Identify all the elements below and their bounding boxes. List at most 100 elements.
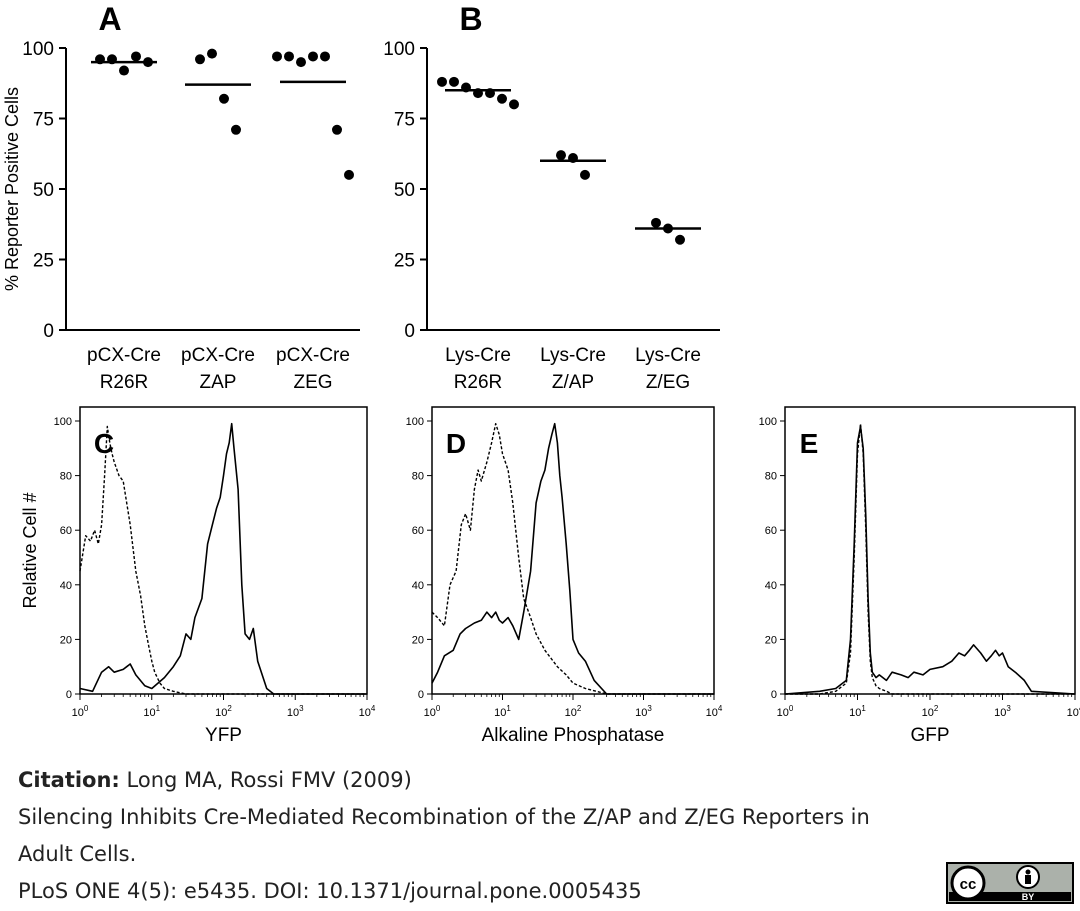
- panel-E-y-tick-label: 80: [765, 471, 777, 483]
- panel-D-x-tick-label: 100: [424, 704, 441, 719]
- panel-A-group-label-line2: ZEG: [293, 372, 332, 393]
- panel-A-label: A: [98, 1, 121, 37]
- citation-label: Citation:: [18, 768, 120, 792]
- panel-A-group-label-line1: pCX-Cre: [181, 345, 255, 366]
- panel-D-plot-frame: [431, 406, 715, 695]
- panel-E-y-tick-label: 0: [771, 689, 777, 701]
- panel-C-y-tick-label: 60: [60, 525, 72, 537]
- panel-D-solid-histogram-line: [431, 422, 714, 695]
- panel-A-y-tick-label: 100: [22, 39, 54, 60]
- panel-B-y-tick-label: 75: [394, 110, 415, 131]
- panel-B-group-label-line1: Lys-Cre: [540, 345, 606, 366]
- panel-D-x-tick-label: 101: [494, 704, 511, 719]
- panel-B-y-tick-label: 25: [394, 251, 415, 272]
- panel-B-group-label-line1: Lys-Cre: [445, 345, 511, 366]
- panel-C-x-tick-label: 104: [359, 704, 376, 719]
- panel-E-y-tick-label: 60: [765, 525, 777, 537]
- panel-E-x-axis-title: GFP: [910, 725, 949, 746]
- panel-A-data-point: [231, 124, 241, 135]
- citation-line-1: Citation: Long MA, Rossi FMV (2009): [18, 765, 412, 795]
- panel-B-data-point: [437, 76, 447, 87]
- panel-B-y-tick-label: 0: [404, 321, 415, 342]
- panel-A-data-point: [284, 51, 294, 62]
- cc-by-license-badge[interactable]: cc BY: [946, 862, 1074, 904]
- panel-E-plot-frame: [784, 406, 1076, 695]
- cc-icon: [950, 865, 986, 901]
- panel-D-y-tick-label: 60: [412, 525, 424, 537]
- citation-title-line-2: Adult Cells.: [18, 842, 137, 866]
- person-body: [1025, 875, 1031, 884]
- panel-D-y-tick-label: 80: [412, 471, 424, 483]
- panel-C-x-axis-title: YFP: [205, 725, 242, 746]
- panel-B-data-point: [580, 169, 590, 180]
- panel-A-data-point: [272, 51, 282, 62]
- panel-C-y-tick-label: 40: [60, 580, 72, 592]
- badge-bottom-bar: [949, 892, 1071, 901]
- panel-A-group-label-line2: ZAP: [200, 372, 237, 393]
- panel-D-y-tick-label: 100: [406, 416, 424, 428]
- panel-B-group-label-line1: Lys-Cre: [635, 345, 701, 366]
- panel-E-y-tick-label: 100: [759, 416, 777, 428]
- panel-A-data-point: [219, 93, 229, 104]
- panel-A-group-label-line2: R26R: [100, 372, 149, 393]
- panel-C-x-tick-label: 101: [143, 704, 160, 719]
- panel-D-label: D: [446, 428, 466, 459]
- panel-D-x-tick-label: 102: [565, 704, 582, 719]
- panel-E-x-tick-label: 101: [849, 704, 866, 719]
- panel-E-solid-histogram-line: [784, 425, 1076, 695]
- cc-icon-text: cc: [960, 876, 977, 893]
- panel-C-y-tick-label: 20: [60, 634, 72, 646]
- panel-A-y-tick-label: 25: [33, 251, 54, 272]
- panel-B-data-point: [449, 76, 459, 87]
- panel-B-label: B: [459, 1, 482, 37]
- panel-D-y-tick-label: 40: [412, 580, 424, 592]
- panel-C-x-tick-label: 102: [215, 704, 232, 719]
- panel-E-label: E: [800, 428, 819, 459]
- panel-C-y-axis-title: Relative Cell #: [20, 492, 40, 608]
- panel-C-plot-frame: [79, 406, 368, 695]
- panel-A-y-tick-label: 75: [33, 110, 54, 131]
- panel-A-y-tick-label: 0: [43, 321, 54, 342]
- panel-E-y-tick-label: 40: [765, 580, 777, 592]
- panel-C-x-tick-label: 100: [72, 704, 89, 719]
- panel-C-x-tick-label: 103: [287, 704, 304, 719]
- panel-B-data-point: [651, 217, 661, 228]
- panel-D-dotted-histogram-line: [431, 423, 714, 695]
- panel-A-data-point: [207, 48, 217, 59]
- panel-B-data-point: [509, 99, 519, 110]
- panel-A-group-label-line1: pCX-Cre: [276, 345, 350, 366]
- panel-C-y-tick-label: 100: [54, 416, 72, 428]
- citation-journal: PLoS ONE 4(5): e5435. DOI: 10.1371/journ…: [18, 879, 642, 903]
- panel-E-x-tick-label: 104: [1067, 704, 1080, 719]
- by-label: BY: [1022, 892, 1035, 902]
- panel-A-data-point: [320, 51, 330, 62]
- panel-A-group-label-line1: pCX-Cre: [87, 345, 161, 366]
- panel-A-y-tick-label: 50: [33, 180, 54, 201]
- citation-title-line-1: Silencing Inhibits Cre-Mediated Recombin…: [18, 805, 870, 829]
- panel-B-group-label-line2: Z/AP: [552, 372, 594, 393]
- panel-D-y-tick-label: 20: [412, 634, 424, 646]
- panel-B-y-tick-label: 100: [383, 39, 415, 60]
- panel-C-label: C: [94, 428, 114, 459]
- panel-B-y-tick-label: 50: [394, 180, 415, 201]
- panel-B-group-label-line2: R26R: [454, 372, 503, 393]
- panel-E-x-tick-label: 103: [994, 704, 1011, 719]
- panel-B-group-label-line2: Z/EG: [646, 372, 690, 393]
- panel-D-y-tick-label: 0: [418, 689, 424, 701]
- panel-C-dotted-histogram-line: [79, 425, 367, 695]
- panel-D-x-tick-label: 104: [706, 704, 723, 719]
- panel-A-data-point: [308, 51, 318, 62]
- panel-B-data-point: [675, 234, 685, 245]
- panel-A-data-point: [332, 124, 342, 135]
- person-head: [1025, 869, 1031, 875]
- panel-A-y-axis-title: % Reporter Positive Cells: [2, 87, 22, 291]
- panel-E-x-tick-label: 102: [922, 704, 939, 719]
- panel-B-data-point: [497, 93, 507, 104]
- panel-A-data-point: [119, 65, 129, 76]
- panel-A-data-point: [296, 57, 306, 68]
- citation-authors: Long MA, Rossi FMV (2009): [126, 768, 412, 792]
- panel-E-dotted-histogram-line: [785, 423, 1075, 695]
- panel-A-data-point: [131, 51, 141, 62]
- panel-A-data-point: [344, 169, 354, 180]
